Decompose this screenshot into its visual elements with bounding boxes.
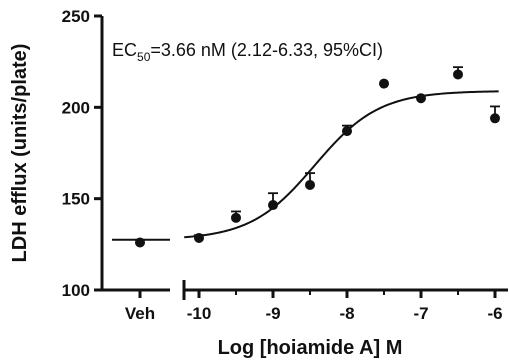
data-point-5 bbox=[379, 78, 389, 89]
axes: 100 150 200 250 Veh -10 -9 -8 -7 -6 bbox=[62, 7, 508, 323]
fit-curve bbox=[184, 90, 499, 239]
ec50-suffix: =3.66 nM (2.12-6.33, 95%CI) bbox=[150, 40, 383, 60]
y-tick-label-200: 200 bbox=[62, 98, 90, 117]
ec50-subscript: 50 bbox=[137, 50, 151, 64]
data-point-4 bbox=[342, 126, 352, 137]
data-point-1 bbox=[231, 212, 241, 223]
y-tick-label-100: 100 bbox=[62, 281, 90, 300]
data-points-layer bbox=[135, 66, 500, 248]
data-point-8 bbox=[490, 113, 500, 124]
data-point-2 bbox=[268, 200, 278, 211]
x-tick-label-veh: Veh bbox=[125, 304, 155, 323]
data-point-3 bbox=[305, 179, 315, 190]
fit-curve-layer bbox=[112, 90, 499, 241]
data-point-veh bbox=[135, 237, 145, 248]
data-point-0 bbox=[194, 232, 204, 243]
data-point-7 bbox=[453, 69, 463, 80]
x-axis-title: Log [hoiamide A] M bbox=[218, 337, 403, 359]
x-tick-label-4: -6 bbox=[487, 304, 502, 323]
y-axis-title: LDH efflux (units/plate) bbox=[9, 44, 31, 263]
ec50-prefix: EC bbox=[112, 40, 137, 60]
y-tick-label-250: 250 bbox=[62, 7, 90, 26]
ec50-annotation: EC50=3.66 nM (2.12-6.33, 95%CI) bbox=[112, 40, 383, 64]
data-point-6 bbox=[416, 93, 426, 104]
x-tick-label-3: -7 bbox=[413, 304, 428, 323]
x-tick-label-1: -9 bbox=[265, 304, 280, 323]
x-tick-label-0: -10 bbox=[187, 304, 212, 323]
y-tick-label-150: 150 bbox=[62, 190, 90, 209]
x-tick-label-2: -8 bbox=[339, 304, 354, 323]
